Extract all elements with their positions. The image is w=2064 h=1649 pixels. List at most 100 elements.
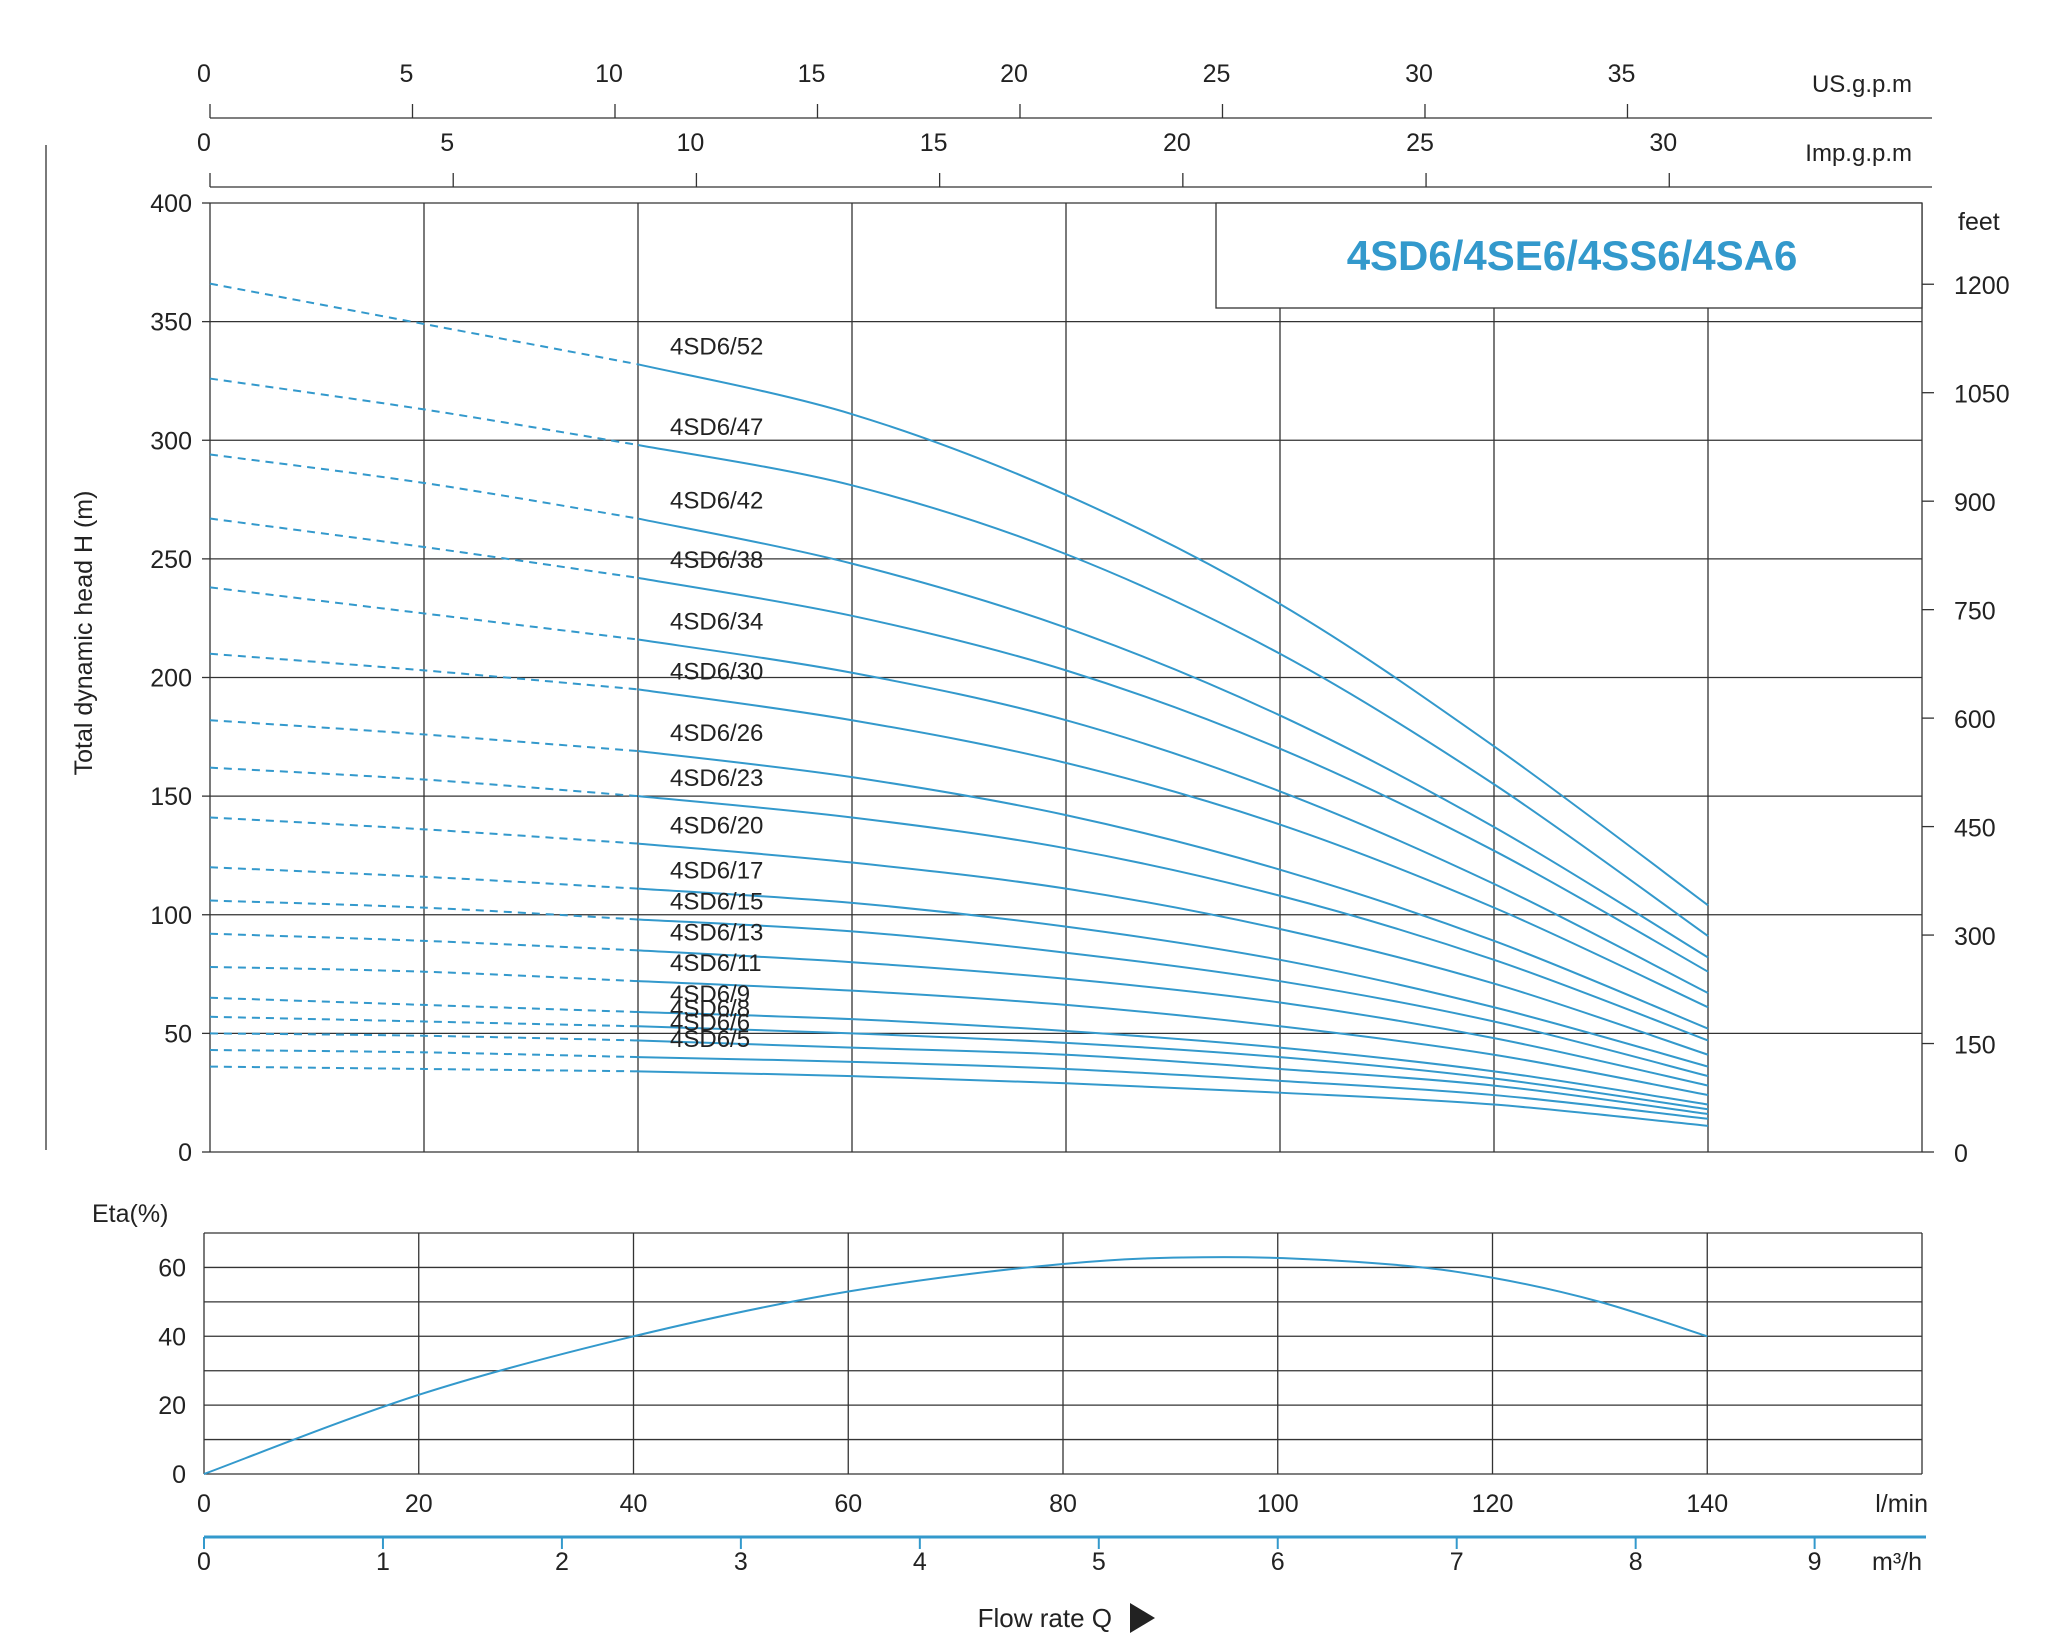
curve-label: 4SD6/30 [670,658,763,685]
head-curve-dashed [209,866,639,890]
top-axis-tick-label: 0 [197,60,211,88]
head-curve-dashed [209,282,639,366]
head-curve [637,576,1709,973]
head-y-tick-label: 350 [150,309,192,337]
curve-label: 4SD6/47 [670,414,763,441]
m3h-tick-label: 7 [1450,1548,1464,1576]
feet-tick-label: 1200 [1954,272,2010,300]
head-y-tick-label: 200 [150,665,192,693]
m3h-tick-label: 1 [376,1548,390,1576]
head-curve-dashed [209,1032,639,1042]
feet-tick-label: 600 [1954,706,1996,734]
curve-label: 4SD6/13 [670,919,763,946]
top-axis-tick-label: 10 [595,60,623,88]
head-curve [637,1070,1709,1127]
head-y-tick-label: 50 [164,1020,192,1048]
m3h-tick-label: 0 [197,1548,211,1576]
feet-tick-label: 0 [1954,1140,1968,1168]
eta-y-tick-label: 20 [158,1392,186,1420]
head-y-tick-label: 150 [150,783,192,811]
curve-label: 4SD6/15 [670,888,763,915]
m3h-tick-label: 2 [555,1548,569,1576]
head-curve [637,444,1709,937]
head-curve [637,1039,1709,1116]
top-axis-tick-label: 20 [1163,129,1191,157]
head-curve-dashed [209,377,639,446]
curve-label: 4SD6/42 [670,488,763,515]
eta-y-axis-label: Eta(%) [92,1200,168,1228]
head-curve-dashed [209,996,639,1014]
top-axis-tick-label: 25 [1406,129,1434,157]
top-axis-tick-label: 10 [677,129,705,157]
top-axis-unit-label: US.g.p.m [1812,71,1912,98]
title-box [1215,202,1923,309]
top-axis-tick-label: 15 [920,129,948,157]
top-axis-unit-label: Imp.g.p.m [1805,140,1912,167]
head-curve [637,1056,1709,1120]
eta-y-tick-label: 40 [158,1323,186,1351]
curve-label: 4SD6/17 [670,858,763,885]
flow-rate-label: Flow rate Q [978,1603,1112,1633]
top-axis-tick-label: 0 [197,129,211,157]
lmin-tick-label: 120 [1472,1490,1514,1518]
head-curve-dashed [209,719,639,753]
curve-label: 4SD6/23 [670,765,763,792]
eta-y-tick-label: 0 [172,1461,186,1489]
head-curve [637,517,1709,959]
m3h-unit-label: m³/h [1872,1548,1922,1576]
curve-label: 4SD6/26 [670,720,763,747]
head-curve [637,363,1709,907]
text-layer: 0501001502002503003504000150300450600750… [70,60,2010,1633]
chart-title: 4SD6/4SE6/4SS6/4SA6 [1347,232,1798,279]
head-curve-dashed [209,816,639,845]
m3h-tick-label: 3 [734,1548,748,1576]
lmin-tick-label: 0 [197,1490,211,1518]
curves-layer [203,282,1709,1475]
head-curve [637,842,1709,1056]
m3h-tick-label: 9 [1808,1548,1822,1576]
top-axis-tick-label: 30 [1405,60,1433,88]
head-curve [637,1025,1709,1111]
lmin-tick-label: 40 [620,1490,648,1518]
head-y-tick-label: 300 [150,427,192,455]
curve-label: 4SD6/6 [670,1009,750,1036]
curve-label: 4SD6/9 [670,981,750,1008]
head-curve [637,949,1709,1087]
head-curve [637,918,1709,1078]
feet-tick-label: 150 [1954,1032,1996,1060]
head-curve [637,638,1709,994]
head-y-tick-label: 0 [178,1139,192,1167]
grid-layer [45,104,1934,1649]
top-axis-tick-label: 30 [1649,129,1677,157]
curve-label: 4SD6/20 [670,813,763,840]
curve-label: 4SD6/34 [670,609,763,636]
head-y-tick-label: 250 [150,546,192,574]
head-curve-dashed [209,932,639,952]
top-axis-tick-label: 35 [1608,60,1636,88]
head-curve-dashed [209,899,639,921]
feet-tick-label: 450 [1954,815,1996,843]
top-axis-tick-label: 20 [1000,60,1028,88]
head-y-tick-label: 400 [150,190,192,218]
head-curve-dashed [209,766,639,798]
top-axis-tick-label: 5 [440,129,454,157]
head-curve-dashed [209,965,639,983]
lmin-tick-label: 20 [405,1490,433,1518]
head-curve-dashed [209,1015,639,1028]
head-curve [637,750,1709,1030]
feet-axis-label: feet [1958,208,2000,236]
head-y-tick-label: 100 [150,902,192,930]
top-axis-tick-label: 5 [400,60,414,88]
lmin-tick-label: 60 [834,1490,862,1518]
feet-tick-label: 900 [1954,489,1996,517]
m3h-tick-label: 4 [913,1548,927,1576]
lmin-unit-label: l/min [1875,1490,1928,1518]
head-curve-dashed [209,517,639,579]
feet-tick-label: 1050 [1954,381,2010,409]
feet-tick-label: 750 [1954,598,1996,626]
head-curve [637,1011,1709,1106]
head-curve [637,688,1709,1009]
feet-tick-label: 300 [1954,923,1996,951]
